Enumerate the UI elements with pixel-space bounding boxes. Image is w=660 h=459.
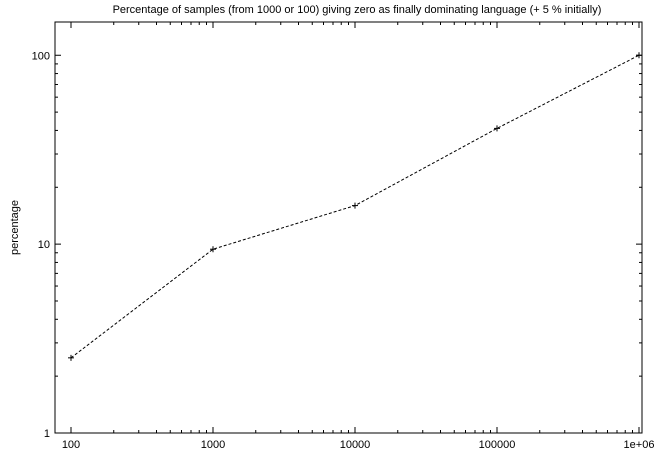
x-tick-label: 100000 [479, 439, 516, 451]
plot-frame [54, 21, 643, 434]
y-tick-label: 10 [38, 239, 50, 251]
x-tick-label: 100 [62, 439, 80, 451]
data-point [352, 202, 358, 209]
series-layer [68, 52, 642, 361]
x-axis: 100 1000 10000 100000 1e+06 [62, 22, 655, 451]
y-axis: 1 10 100 [32, 50, 642, 440]
x-tick-label: 1e+06 [624, 439, 655, 451]
data-point [68, 354, 74, 361]
x-tick-label: 1000 [201, 439, 225, 451]
data-point [636, 52, 642, 59]
x-tick-label: 10000 [340, 439, 371, 451]
chart-title: Percentage of samples (from 1000 or 100)… [113, 4, 602, 16]
y-tick-label: 1 [44, 428, 50, 440]
data-point [210, 246, 216, 253]
data-point [494, 125, 500, 132]
y-tick-label: 100 [32, 50, 50, 62]
y-axis-title: percentage [9, 200, 21, 255]
